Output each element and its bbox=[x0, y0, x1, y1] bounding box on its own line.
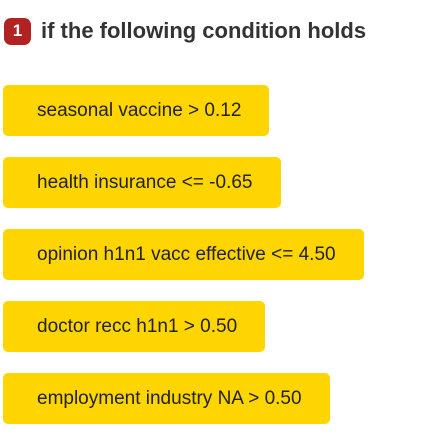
step-number-badge: 1 bbox=[4, 17, 31, 45]
condition-chip-seasonal-vaccine: seasonal vaccine > 0.12 bbox=[3, 85, 270, 136]
condition-text: employment industry NA > 0.50 bbox=[37, 387, 302, 409]
section-title: if the following condition holds bbox=[41, 18, 367, 43]
condition-chip-employment-industry-na: employment industry NA > 0.50 bbox=[3, 373, 330, 424]
condition-text: doctor recc h1n1 > 0.50 bbox=[37, 315, 238, 337]
condition-chip-health-insurance: health insurance <= -0.65 bbox=[3, 157, 281, 208]
condition-chip-doctor-recc-h1n1: doctor recc h1n1 > 0.50 bbox=[3, 301, 266, 352]
condition-text: seasonal vaccine > 0.12 bbox=[37, 99, 242, 121]
condition-chip-opinion-h1n1-vacc-effective: opinion h1n1 vacc effective <= 4.50 bbox=[3, 229, 364, 280]
condition-text: opinion h1n1 vacc effective <= 4.50 bbox=[37, 243, 336, 265]
condition-text: health insurance <= -0.65 bbox=[37, 171, 253, 193]
condition-list: seasonal vaccine > 0.12 health insurance… bbox=[3, 85, 423, 439]
condition-header: 1 if the following condition holds bbox=[4, 17, 366, 45]
